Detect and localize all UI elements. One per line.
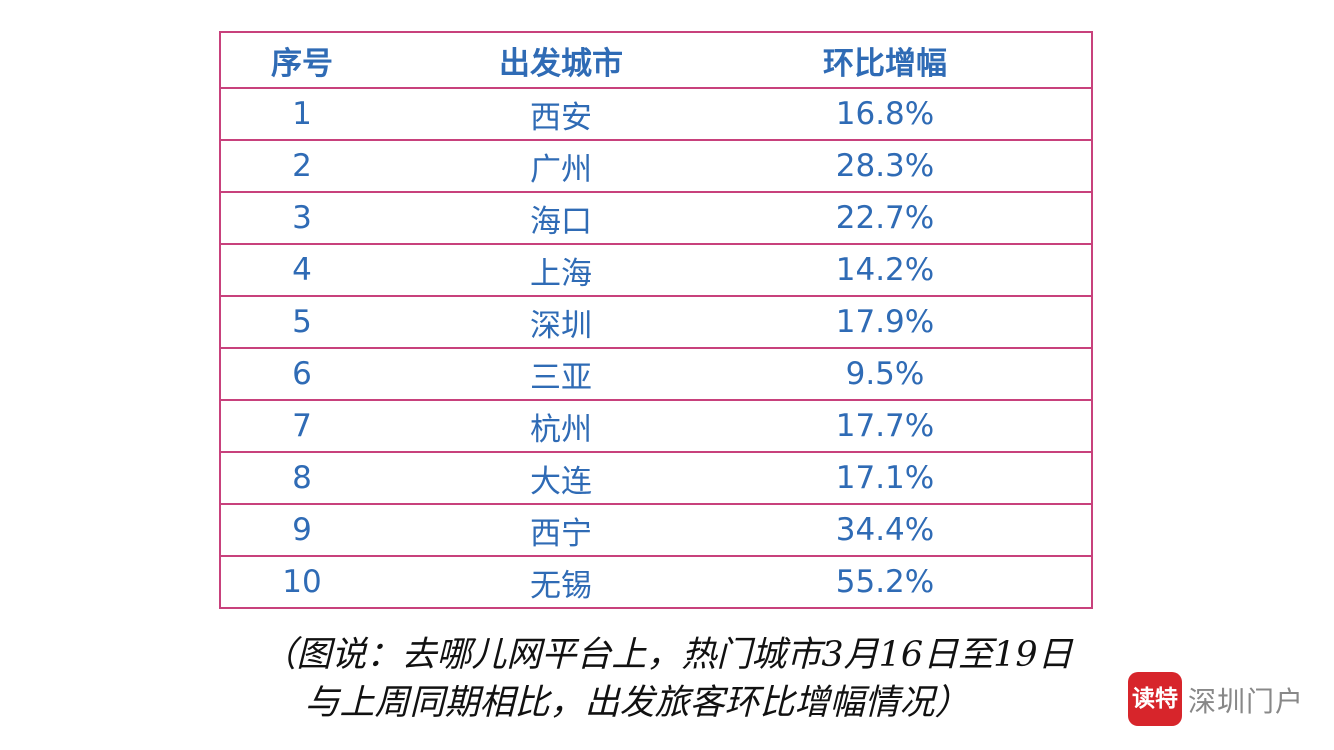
table-row: 5 深圳 17.9% <box>221 295 1091 347</box>
table-cell: 5 <box>292 304 312 340</box>
header-row: 序号 出发城市 环比增幅 <box>221 33 1091 87</box>
table-row: 7 杭州 17.7% <box>221 399 1091 451</box>
table-row: 6 三亚 9.5% <box>221 347 1091 399</box>
table-cell: 三亚 <box>530 359 592 396</box>
table-cell: 16.8% <box>835 96 935 132</box>
table-row: 1 西安 16.8% <box>221 87 1091 139</box>
table-cell: 广州 <box>530 151 592 188</box>
table-cell: 9 <box>292 512 312 548</box>
table-row: 9 西宁 34.4% <box>221 503 1091 555</box>
table-cell: 34.4% <box>835 512 935 548</box>
logo-badge: 读特 <box>1128 672 1182 726</box>
table-cell: 6 <box>292 356 312 392</box>
table-row: 8 大连 17.1% <box>221 451 1091 503</box>
table-cell: 22.7% <box>835 200 935 236</box>
table-cell: 3 <box>292 200 312 236</box>
table-cell: 杭州 <box>530 411 592 448</box>
table-row: 4 上海 14.2% <box>221 243 1091 295</box>
header-cell: 环比增幅 <box>823 45 947 82</box>
table-cell: 10 <box>282 564 322 600</box>
header-cell: 序号 <box>271 45 333 82</box>
table-row: 2 广州 28.3% <box>221 139 1091 191</box>
caption-line: （图说：去哪儿网平台上，热门城市3月16日至19日 <box>261 635 1073 675</box>
table-cell: 1 <box>292 96 312 132</box>
table-row: 3 海口 22.7% <box>221 191 1091 243</box>
table-cell: 上海 <box>530 255 592 292</box>
table-cell: 西安 <box>530 99 592 136</box>
header-cell: 出发城市 <box>499 45 623 82</box>
table-cell: 9.5% <box>845 356 925 392</box>
table-cell: 深圳 <box>530 307 592 344</box>
table-cell: 17.1% <box>835 460 935 496</box>
table: 序号 出发城市 环比增幅 1 西安 16.8% 2 广州 28.3% 3 海口 22.7% 4 上海 14.… <box>219 31 1093 609</box>
table-cell: 17.7% <box>835 408 935 444</box>
table-cell: 55.2% <box>835 564 935 600</box>
table-cell: 大连 <box>530 463 592 500</box>
table-cell: 西宁 <box>530 515 592 552</box>
table-cell: 28.3% <box>835 148 935 184</box>
table-cell: 4 <box>292 252 312 288</box>
caption-line: 与上周同期相比，出发旅客环比增幅情况） <box>304 683 970 723</box>
table-cell: 17.9% <box>835 304 935 340</box>
table-cell: 无锡 <box>530 567 592 604</box>
table-cell: 8 <box>292 460 312 496</box>
table-cell: 2 <box>292 148 312 184</box>
table-cell: 14.2% <box>835 252 935 288</box>
table-cell: 7 <box>292 408 312 444</box>
table-row: 10 无锡 55.2% <box>221 555 1091 607</box>
table-cell: 海口 <box>530 203 592 240</box>
logo-text: 深圳门户 <box>1188 685 1305 718</box>
